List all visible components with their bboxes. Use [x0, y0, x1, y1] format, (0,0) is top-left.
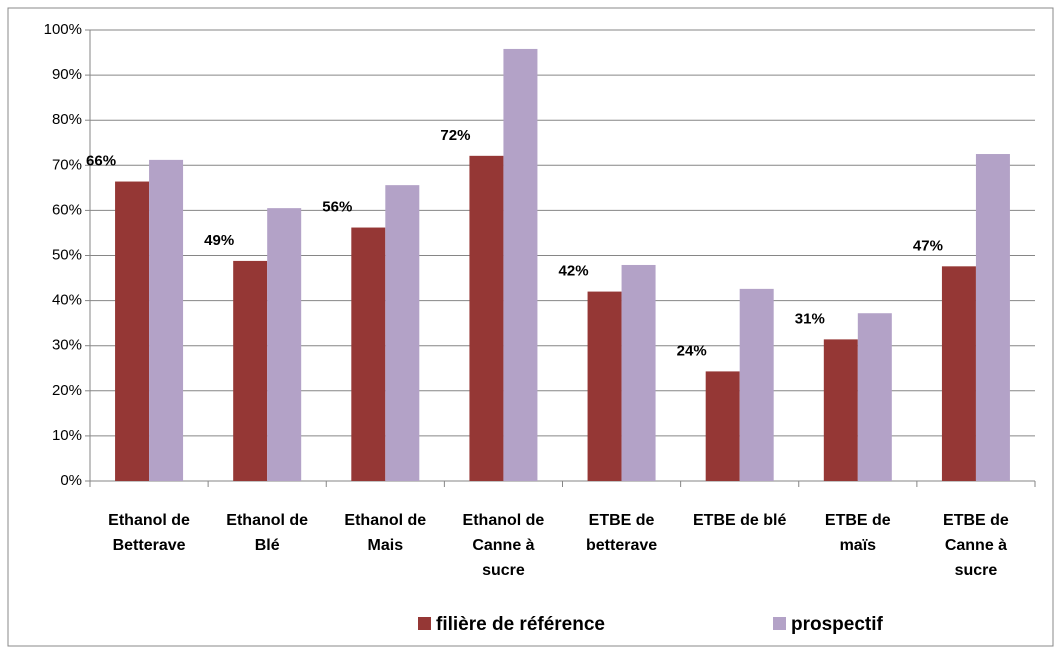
legend-swatch — [773, 617, 786, 630]
y-tick-label: 40% — [52, 292, 82, 309]
value-label: 72% — [440, 127, 470, 144]
value-label: 24% — [677, 342, 707, 359]
value-label: 49% — [204, 232, 234, 249]
bar — [823, 339, 858, 481]
y-tick-label: 0% — [60, 472, 82, 489]
bar — [385, 185, 420, 482]
y-tick-label: 90% — [52, 66, 82, 83]
bar — [975, 154, 1010, 481]
y-tick-label: 70% — [52, 156, 82, 173]
legend-label: prospectif — [791, 614, 884, 635]
x-tick-label: Ethanol de Blé — [226, 512, 309, 554]
bar — [351, 227, 386, 481]
bar — [739, 288, 774, 481]
y-tick-label: 50% — [52, 246, 82, 263]
bar — [587, 291, 622, 481]
value-label: 42% — [559, 263, 589, 280]
bar — [233, 260, 268, 481]
y-tick-label: 10% — [52, 427, 82, 444]
value-label: 47% — [913, 237, 943, 254]
bar — [149, 159, 184, 481]
bar — [857, 313, 892, 481]
bar — [621, 264, 656, 481]
x-tick-label: ETBE de maïs — [824, 512, 891, 554]
bar — [941, 266, 976, 481]
y-tick-label: 60% — [52, 201, 82, 218]
bar — [503, 48, 538, 481]
legend-swatch — [418, 617, 431, 630]
legend-label: filière de référence — [436, 614, 605, 635]
value-label: 31% — [795, 310, 825, 327]
x-tick-label: ETBE de Canne à sucre — [943, 512, 1009, 579]
x-tick-label: Ethanol de Canne à sucre — [462, 512, 545, 579]
y-tick-label: 80% — [52, 111, 82, 128]
x-tick-label: Ethanol de Betterave — [108, 512, 190, 554]
value-label: 66% — [86, 153, 116, 170]
x-tick-label: Ethanol de Mais — [344, 512, 427, 554]
bar — [267, 208, 302, 481]
y-tick-label: 100% — [44, 21, 82, 38]
value-label: 56% — [322, 199, 352, 216]
x-tick-label: ETBE de blé — [693, 512, 787, 529]
bar — [115, 181, 150, 481]
x-tick-label: ETBE de betterave — [585, 512, 658, 554]
y-tick-label: 20% — [52, 382, 82, 399]
bar — [469, 155, 504, 482]
y-tick-label: 30% — [52, 337, 82, 354]
bar — [705, 371, 740, 481]
